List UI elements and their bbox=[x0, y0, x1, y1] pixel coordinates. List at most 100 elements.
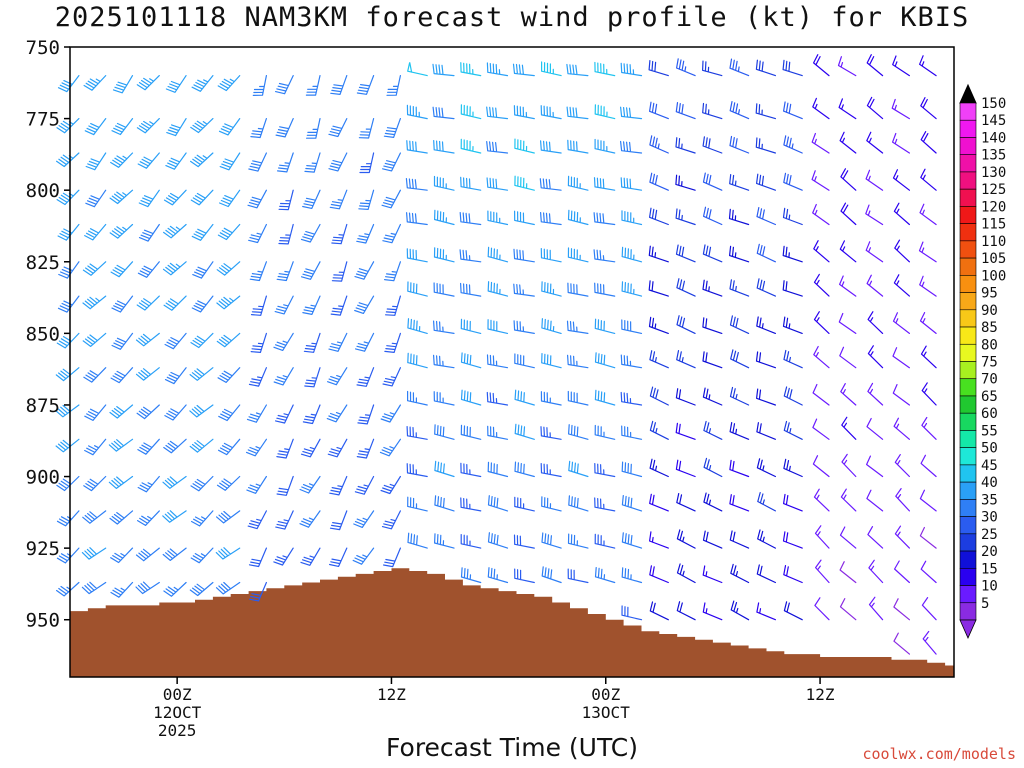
wind-barb bbox=[513, 248, 535, 263]
colorbar-swatch bbox=[959, 257, 977, 276]
wind-barb bbox=[247, 189, 267, 209]
wind-barb bbox=[594, 352, 616, 369]
wind-barb bbox=[487, 495, 509, 512]
wind-barb bbox=[919, 203, 937, 226]
colorbar-label: 5 bbox=[981, 596, 989, 612]
wind-barb bbox=[540, 105, 562, 120]
wind-barb bbox=[110, 581, 134, 598]
wind-barb bbox=[252, 75, 267, 96]
wind-barb bbox=[190, 118, 214, 134]
wind-barb bbox=[621, 210, 643, 226]
wind-barb bbox=[513, 105, 535, 120]
wind-barb bbox=[189, 581, 214, 597]
wind-barb bbox=[729, 422, 750, 440]
wind-barb bbox=[250, 118, 267, 139]
wind-barb bbox=[56, 547, 80, 564]
wind-barb bbox=[782, 280, 803, 297]
x-tick-label: 12Z bbox=[377, 685, 406, 704]
wind-barb bbox=[676, 529, 696, 549]
wind-barb bbox=[892, 169, 910, 191]
wind-barb bbox=[675, 459, 696, 478]
wind-barb bbox=[55, 367, 80, 382]
wind-barb bbox=[594, 497, 616, 512]
wind-barb bbox=[839, 131, 857, 154]
wind-barb bbox=[329, 547, 348, 567]
wind-barb bbox=[729, 58, 750, 77]
wind-barb bbox=[405, 178, 428, 191]
chart-title: 2025101118 NAM3KM forecast wind profile … bbox=[54, 2, 970, 33]
wind-barb bbox=[514, 568, 535, 584]
wind-barb bbox=[782, 531, 803, 549]
wind-barb bbox=[164, 367, 187, 385]
wind-barb bbox=[135, 367, 160, 381]
wind-barb bbox=[191, 295, 214, 313]
wind-barb bbox=[866, 54, 884, 77]
wind-barb bbox=[649, 172, 669, 191]
wind-barb bbox=[841, 416, 857, 440]
wind-barb bbox=[218, 118, 241, 136]
colorbar-label: 125 bbox=[981, 182, 1006, 198]
wind-barb bbox=[137, 261, 160, 278]
wind-barb bbox=[302, 295, 321, 315]
wind-barb bbox=[487, 246, 509, 263]
wind-barb bbox=[756, 278, 776, 297]
wind-barb bbox=[567, 533, 589, 549]
wind-barb bbox=[514, 138, 535, 154]
wind-barb bbox=[919, 55, 937, 77]
wind-barb bbox=[921, 382, 937, 406]
wind-barb bbox=[702, 102, 723, 120]
colorbar-swatch bbox=[959, 395, 977, 414]
wind-barb bbox=[460, 282, 482, 297]
wind-barb bbox=[218, 404, 241, 422]
wind-barb bbox=[703, 457, 723, 478]
wind-barb bbox=[782, 59, 803, 77]
wind-barb bbox=[487, 281, 509, 297]
wind-barb bbox=[277, 152, 294, 173]
wind-barb bbox=[189, 438, 214, 453]
colorbar-label: 100 bbox=[981, 268, 1006, 284]
wind-barb bbox=[919, 312, 937, 334]
wind-barb bbox=[82, 510, 107, 524]
credit-link[interactable]: coolwx.com/models bbox=[862, 745, 1016, 763]
wind-barb bbox=[84, 438, 107, 456]
wind-barb bbox=[566, 63, 589, 77]
colorbar-label: 115 bbox=[981, 217, 1006, 233]
wind-barb bbox=[135, 332, 160, 347]
colorbar-label: 120 bbox=[981, 199, 1006, 215]
wind-barb bbox=[702, 317, 723, 334]
wind-barb bbox=[839, 561, 857, 584]
wind-barb bbox=[135, 581, 160, 595]
wind-barb bbox=[812, 455, 830, 478]
y-tick-label: 775 bbox=[26, 109, 60, 131]
colorbar-label: 85 bbox=[981, 320, 998, 336]
wind-barb bbox=[459, 212, 482, 226]
wind-barb bbox=[358, 118, 375, 139]
wind-barb bbox=[649, 207, 669, 226]
wind-barb bbox=[382, 223, 401, 244]
wind-barb bbox=[136, 75, 160, 91]
wind-barb bbox=[514, 210, 535, 226]
wind-barb bbox=[756, 458, 776, 478]
wind-barb bbox=[783, 565, 803, 584]
wind-barb bbox=[593, 249, 616, 263]
wind-barb bbox=[273, 367, 294, 386]
wind-barb bbox=[568, 424, 589, 440]
wind-barb bbox=[594, 138, 616, 154]
wind-barb bbox=[620, 391, 643, 406]
wind-barb bbox=[434, 460, 455, 478]
wind-barb bbox=[248, 223, 267, 244]
wind-barb bbox=[110, 367, 134, 384]
wind-barb bbox=[649, 135, 669, 154]
wind-barb bbox=[702, 172, 723, 191]
wind-barb bbox=[920, 97, 937, 120]
wind-barb bbox=[649, 420, 669, 440]
colorbar-label: 90 bbox=[981, 303, 998, 319]
wind-barb bbox=[702, 279, 723, 297]
wind-barb bbox=[513, 283, 535, 297]
wind-barb bbox=[594, 104, 616, 120]
wind-barb bbox=[109, 510, 134, 525]
wind-barb bbox=[892, 347, 910, 369]
wind-barb bbox=[541, 353, 562, 369]
wind-barb bbox=[702, 387, 723, 406]
wind-barb bbox=[302, 404, 321, 425]
